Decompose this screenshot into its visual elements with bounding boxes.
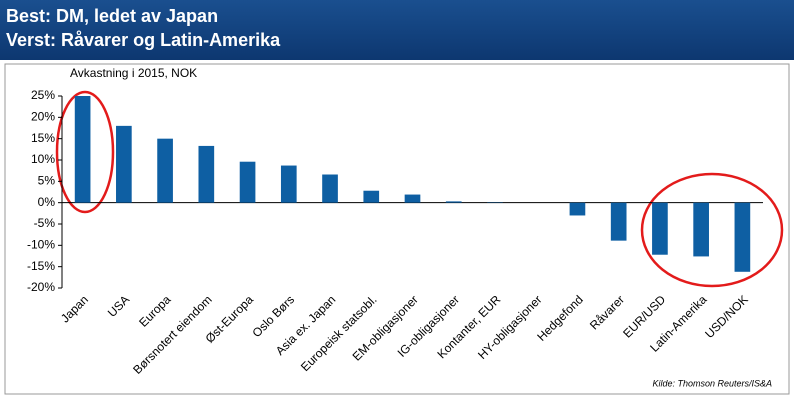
x-tick-label: USD/NOK	[702, 292, 751, 341]
x-tick-label: Europeisk statsobl.	[298, 292, 380, 374]
y-tick-label: 15%	[31, 131, 55, 145]
bar	[239, 161, 256, 203]
highlight-ellipse	[55, 90, 115, 214]
y-tick-label: 5%	[38, 174, 56, 188]
bar	[198, 145, 215, 203]
x-tick-label: Råvarer	[587, 292, 627, 332]
bar	[404, 194, 421, 203]
y-tick-label: -10%	[27, 238, 55, 252]
bar	[363, 190, 380, 203]
header: Best: DM, ledet av Japan Verst: Råvarer …	[0, 0, 794, 60]
frame	[4, 63, 790, 395]
x-tick-label: Japan	[58, 292, 91, 325]
x-tick-label: Europa	[136, 292, 173, 329]
y-tick-label: 25%	[31, 88, 55, 102]
title-line: Best: DM, ledet av Japan	[6, 6, 219, 26]
y-tick-label: 20%	[31, 110, 55, 124]
bar	[569, 202, 586, 216]
source: Kilde: Thomson Reuters/IS&A	[652, 378, 772, 388]
x-tick-label: USA	[105, 292, 132, 319]
highlight-ellipse	[640, 172, 784, 288]
bar	[445, 201, 462, 203]
y-tick-label: -15%	[27, 259, 55, 273]
bar	[157, 138, 173, 203]
bar	[280, 165, 297, 203]
bar	[652, 202, 668, 255]
bar	[693, 202, 709, 257]
subtitle: Avkastning i 2015, NOK	[70, 66, 197, 80]
y-tick-label: 10%	[31, 152, 55, 166]
y-tick-label: -5%	[34, 216, 56, 230]
y-tick-label: -20%	[27, 280, 55, 294]
title-line: Verst: Råvarer og Latin-Amerika	[6, 30, 281, 50]
bar	[734, 202, 751, 272]
bar	[610, 202, 627, 241]
bar	[322, 174, 338, 203]
y-tick-label: 0%	[38, 195, 56, 209]
bar	[74, 96, 91, 203]
bar	[116, 125, 132, 203]
x-tick-label: Børsnotert eiendom	[130, 292, 214, 376]
